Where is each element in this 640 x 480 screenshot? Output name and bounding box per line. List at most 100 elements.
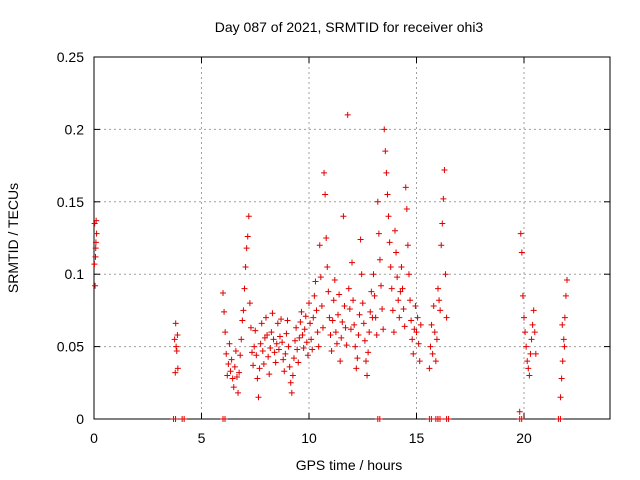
- data-point: [379, 305, 386, 312]
- data-point: [435, 285, 441, 292]
- data-point: [388, 285, 395, 292]
- data-point: [312, 278, 319, 285]
- data-point: [174, 365, 181, 372]
- data-point: [292, 337, 299, 344]
- y-tick-label: 0.1: [65, 266, 85, 282]
- data-point: [241, 285, 248, 292]
- data-point: [564, 276, 570, 283]
- data-point: [341, 303, 348, 310]
- data-point: [409, 336, 416, 343]
- data-point: [327, 332, 334, 339]
- data-point: [324, 263, 331, 270]
- x-tick-label: 10: [301, 430, 317, 446]
- data-point: [313, 307, 320, 314]
- data-point: [267, 345, 274, 352]
- data-point: [328, 347, 335, 354]
- data-point: [415, 340, 422, 347]
- data-point: [401, 323, 408, 330]
- data-point: [239, 317, 246, 324]
- data-point: [266, 371, 273, 378]
- data-point: [358, 271, 365, 278]
- data-point: [270, 336, 277, 343]
- data-point: [530, 307, 537, 314]
- data-point: [259, 347, 266, 354]
- y-axis-label: SRMTID / TECUs: [5, 183, 21, 293]
- data-point: [371, 292, 378, 299]
- data-point: [321, 169, 328, 176]
- data-point: [330, 297, 337, 304]
- data-point: [223, 350, 230, 357]
- x-tick-label: 20: [516, 430, 532, 446]
- data-point: [370, 271, 377, 278]
- data-point: [290, 355, 297, 362]
- data-point: [372, 314, 379, 321]
- data-point: [442, 271, 449, 278]
- data-point: [356, 311, 363, 318]
- data-point: [280, 356, 287, 363]
- data-point: [260, 360, 267, 367]
- data-point: [282, 350, 289, 357]
- data-point: [342, 324, 349, 331]
- data-point: [296, 334, 303, 341]
- y-tick-label: 0.25: [57, 49, 84, 65]
- data-point: [227, 368, 234, 375]
- data-point: [288, 389, 295, 396]
- data-point: [329, 317, 336, 324]
- data-point: [172, 369, 179, 376]
- data-point: [326, 314, 333, 321]
- data-point: [398, 263, 405, 270]
- data-point: [400, 305, 407, 312]
- data-point: [231, 363, 238, 370]
- data-point: [93, 230, 100, 237]
- data-point: [532, 350, 539, 357]
- data-point: [523, 343, 530, 350]
- data-point: [439, 220, 446, 227]
- data-point: [350, 297, 357, 304]
- data-point: [346, 305, 353, 312]
- data-point: [373, 332, 380, 339]
- data-point: [302, 313, 309, 320]
- data-point: [392, 227, 398, 234]
- data-point: [344, 111, 351, 118]
- data-point: [354, 355, 361, 362]
- data-point: [403, 206, 410, 213]
- data-point: [263, 314, 269, 321]
- data-point: [562, 292, 569, 299]
- data-point: [91, 261, 98, 268]
- data-point: [246, 300, 253, 307]
- data-point: [416, 358, 423, 365]
- data-point: [257, 340, 264, 347]
- data-point: [410, 350, 417, 357]
- data-point: [427, 343, 434, 350]
- data-point: [311, 292, 318, 299]
- data-point: [275, 346, 282, 353]
- data-point: [355, 332, 362, 339]
- data-point: [319, 324, 326, 331]
- data-point: [323, 235, 330, 241]
- data-point: [307, 320, 314, 327]
- data-point: [173, 343, 180, 350]
- data-point: [559, 358, 566, 365]
- data-point: [440, 195, 447, 202]
- data-point: [325, 288, 332, 295]
- data-point: [250, 362, 257, 369]
- data-point: [561, 314, 568, 321]
- data-point: [229, 375, 236, 382]
- data-point: [254, 375, 261, 382]
- data-point: [374, 198, 381, 205]
- data-point: [433, 336, 440, 343]
- data-point: [387, 263, 394, 270]
- data-point: [445, 416, 452, 422]
- data-point: [367, 308, 374, 315]
- data-point: [431, 329, 438, 336]
- data-point: [285, 343, 292, 350]
- data-point: [432, 358, 439, 365]
- data-point: [92, 239, 99, 246]
- data-point: [436, 297, 443, 304]
- data-point: [382, 148, 389, 155]
- data-point: [244, 233, 251, 240]
- x-axis-label: GPS time / hours: [296, 457, 403, 473]
- data-point: [233, 374, 240, 381]
- data-point: [258, 320, 265, 327]
- data-point: [92, 245, 99, 252]
